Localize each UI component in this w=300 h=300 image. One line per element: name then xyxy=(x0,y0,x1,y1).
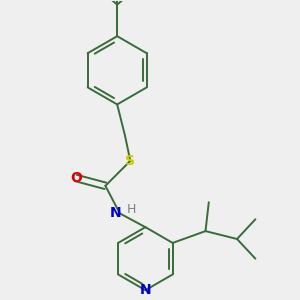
Text: O: O xyxy=(70,171,82,185)
Text: N: N xyxy=(140,283,151,297)
Text: N: N xyxy=(110,206,122,220)
Text: H: H xyxy=(127,203,136,216)
Text: S: S xyxy=(125,154,135,168)
